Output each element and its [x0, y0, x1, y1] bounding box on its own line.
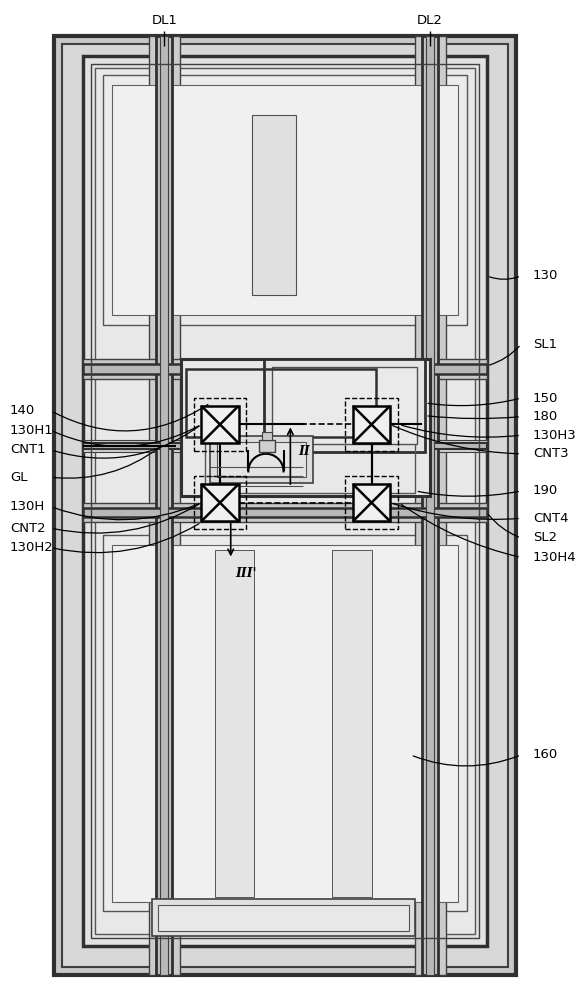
Bar	[415, 36, 446, 975]
Text: CNT3: CNT3	[533, 447, 568, 460]
Bar	[83, 440, 487, 452]
Text: 190: 190	[533, 484, 558, 497]
FancyArrowPatch shape	[402, 425, 518, 437]
Text: III': III'	[236, 567, 257, 580]
Bar	[345, 476, 398, 529]
Text: 130: 130	[533, 269, 558, 282]
Text: 130H: 130H	[10, 500, 45, 513]
Bar	[160, 36, 168, 975]
Text: 160: 160	[533, 748, 558, 761]
Bar	[194, 398, 247, 451]
FancyArrowPatch shape	[490, 277, 518, 279]
Bar	[272, 367, 417, 444]
Text: 140: 140	[10, 404, 35, 417]
Bar	[113, 545, 458, 902]
FancyArrowPatch shape	[54, 426, 199, 446]
Bar	[95, 68, 475, 934]
Bar	[210, 436, 313, 483]
FancyArrowPatch shape	[490, 346, 519, 365]
Text: CNT1: CNT1	[10, 443, 45, 456]
Bar	[83, 508, 487, 517]
Text: GL: GL	[10, 471, 27, 484]
FancyArrowPatch shape	[54, 504, 199, 520]
FancyArrowPatch shape	[54, 448, 159, 478]
FancyArrowPatch shape	[392, 426, 518, 454]
Bar	[332, 550, 371, 897]
Bar	[149, 36, 180, 975]
Text: SL1: SL1	[533, 338, 557, 351]
Text: 130H3: 130H3	[533, 429, 577, 442]
FancyArrowPatch shape	[418, 491, 518, 496]
Text: 130H1: 130H1	[10, 424, 54, 437]
Bar	[264, 359, 425, 452]
Text: SL2: SL2	[533, 531, 557, 544]
Bar	[353, 406, 390, 443]
Bar	[194, 476, 247, 529]
FancyArrowPatch shape	[401, 504, 518, 557]
Bar	[156, 36, 172, 975]
FancyArrowPatch shape	[428, 416, 518, 419]
Bar	[252, 115, 296, 295]
Text: II: II	[298, 445, 310, 458]
Bar	[83, 503, 487, 522]
Bar	[83, 56, 487, 946]
Bar	[186, 369, 377, 437]
FancyArrowPatch shape	[428, 399, 518, 406]
Bar	[62, 44, 508, 967]
FancyArrowPatch shape	[393, 504, 518, 519]
FancyArrowPatch shape	[489, 515, 518, 537]
Text: CNT4: CNT4	[533, 512, 568, 525]
Text: DL1: DL1	[152, 14, 177, 27]
Bar	[103, 535, 468, 911]
Bar	[217, 442, 306, 477]
Text: CNT2: CNT2	[10, 522, 45, 535]
Bar	[259, 440, 275, 452]
FancyArrowPatch shape	[54, 504, 199, 533]
Bar	[83, 443, 487, 449]
FancyArrowPatch shape	[413, 756, 518, 766]
Bar	[181, 359, 430, 496]
Text: 150: 150	[533, 392, 558, 405]
Bar	[262, 432, 272, 440]
Bar	[83, 364, 487, 374]
Text: 130H4: 130H4	[533, 551, 577, 564]
FancyArrowPatch shape	[54, 426, 199, 458]
Bar	[103, 75, 468, 325]
Bar	[113, 85, 458, 315]
Bar	[54, 36, 516, 975]
Bar	[83, 359, 487, 379]
Bar	[159, 905, 409, 931]
Bar	[91, 64, 479, 938]
Text: DL2: DL2	[417, 14, 443, 27]
Bar	[152, 899, 416, 936]
Bar	[422, 36, 438, 975]
Bar	[353, 484, 390, 521]
Bar	[201, 484, 238, 521]
Bar	[215, 550, 254, 897]
Bar	[205, 439, 416, 493]
FancyArrowPatch shape	[53, 404, 208, 431]
Text: 180: 180	[533, 410, 558, 423]
Bar	[426, 36, 434, 975]
Bar	[201, 406, 238, 443]
FancyArrowPatch shape	[54, 524, 199, 553]
Text: 130H2: 130H2	[10, 541, 54, 554]
Bar	[345, 398, 398, 451]
